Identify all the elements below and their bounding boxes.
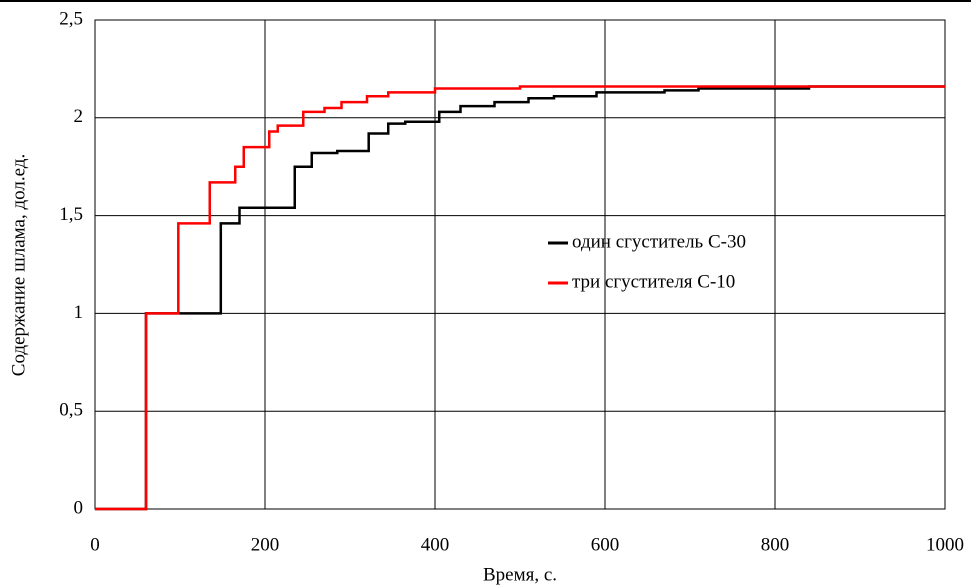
x-tick-label: 800 [761,534,790,555]
x-tick-label: 0 [90,534,100,555]
series-line [95,85,945,511]
plot-frame [94,19,946,510]
y-axis-label: Содержание шлама, дол.ед. [8,154,29,376]
y-tick-label: 0,5 [59,400,83,421]
legend-label: три сгустителя С-10 [572,271,735,292]
y-tick-label: 1 [74,302,84,323]
x-tick-label: 600 [591,534,620,555]
x-axis-label: Время, с. [483,564,557,585]
x-tick-label: 1000 [926,534,964,555]
x-tick-label: 400 [421,534,450,555]
y-tick-label: 2 [74,106,84,127]
legend-label: один сгуститель С-30 [572,231,746,252]
series-line [95,85,945,511]
x-tick-label: 200 [251,534,280,555]
y-tick-label: 2,5 [59,8,83,29]
y-tick-label: 0 [74,497,84,518]
y-tick-label: 1,5 [59,204,83,225]
